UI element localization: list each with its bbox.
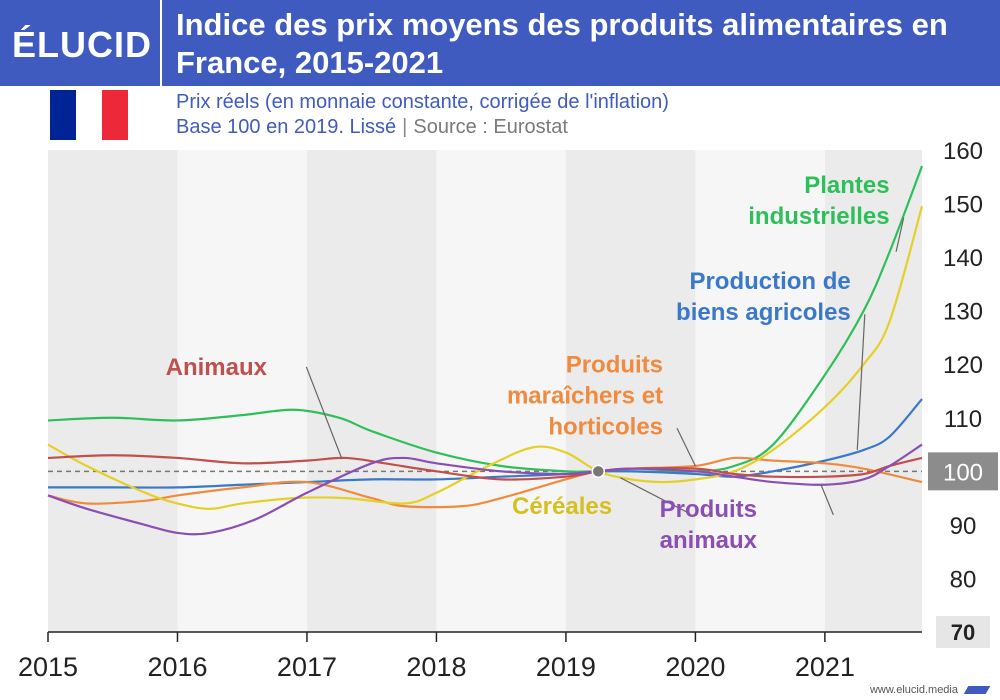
series-line-produits-animaux bbox=[47, 443, 923, 536]
footer-url: www.elucid.media bbox=[869, 684, 958, 696]
annotation-leader bbox=[820, 484, 834, 516]
flag-stripe-blue bbox=[50, 90, 76, 140]
series-label: biens agricoles bbox=[676, 299, 851, 326]
year-bands bbox=[48, 150, 922, 632]
y-tick-label: 70 bbox=[951, 620, 975, 645]
header-bar: ÉLUCID Indice des prix moyens des produi… bbox=[0, 0, 1000, 86]
y-tick-label: 160 bbox=[943, 138, 983, 165]
annotation-leader bbox=[620, 477, 688, 513]
source-separator: | bbox=[402, 116, 408, 138]
year-band bbox=[306, 150, 437, 632]
annotation-labels: Plantes industrielles Production de biens a… bbox=[166, 172, 890, 554]
series-label: Produits bbox=[566, 351, 663, 378]
flag-stripe-white bbox=[76, 90, 102, 140]
y-tick-label: 140 bbox=[943, 245, 983, 272]
y-tick-min-box bbox=[936, 616, 990, 648]
series-label: Produits bbox=[660, 496, 757, 523]
base-point-marker bbox=[591, 464, 606, 479]
y-tick-label: 100 bbox=[943, 459, 983, 486]
year-band bbox=[48, 150, 178, 632]
year-band bbox=[565, 150, 696, 632]
series-label: Plantes bbox=[804, 172, 889, 199]
annotation-leader bbox=[676, 427, 696, 467]
x-tick-label: 2020 bbox=[665, 652, 725, 682]
footer-logo-mark bbox=[963, 686, 991, 694]
series-line-animaux bbox=[47, 454, 923, 481]
series-lines bbox=[47, 165, 924, 536]
annotation-leader bbox=[305, 366, 343, 460]
x-tick-label: 2016 bbox=[147, 652, 207, 682]
y-tick-label: 110 bbox=[944, 406, 982, 433]
source-note: Source : Eurostat bbox=[413, 116, 568, 138]
subtitle-line-1: Prix réels (en monnaie constante, corrig… bbox=[176, 91, 669, 113]
year-band bbox=[695, 150, 825, 632]
series-line-produits-maraichers-et-horticoles bbox=[47, 456, 923, 509]
series-label: animaux bbox=[660, 527, 758, 554]
y-tick-label: 130 bbox=[943, 299, 983, 326]
x-tick-label: 2019 bbox=[536, 652, 596, 682]
series-label: Animaux bbox=[166, 354, 268, 381]
y-tick-highlight bbox=[928, 452, 998, 491]
year-band bbox=[436, 150, 566, 632]
series-label: industrielles bbox=[748, 203, 889, 230]
series-line-cereales bbox=[47, 205, 924, 510]
series-label: maraîchers et bbox=[507, 382, 663, 409]
annotation-leaders bbox=[305, 217, 905, 516]
year-band bbox=[177, 150, 307, 632]
y-tick-label: 80 bbox=[950, 566, 977, 593]
annotation-leader bbox=[895, 217, 905, 252]
series-label: Céréales bbox=[512, 493, 612, 520]
subtitle-line-2: Base 100 en 2019. Lissé | Source : Eurosta… bbox=[176, 115, 669, 140]
france-flag-icon bbox=[50, 90, 128, 140]
chart-title: Indice des prix moyens des produits alim… bbox=[176, 7, 948, 80]
x-tick-label: 2015 bbox=[18, 652, 78, 682]
series-line-plantes-industrielles bbox=[47, 165, 924, 473]
elucid-logo: ÉLUCID bbox=[12, 24, 152, 65]
x-tick-label: 2021 bbox=[795, 652, 855, 682]
axes: 70 80 90 100 110 120 130 140 150 160 2015 2016 2017 2… bbox=[18, 138, 998, 682]
y-tick-label: 90 bbox=[950, 513, 977, 540]
series-label: Production de bbox=[689, 268, 850, 295]
x-tick-label: 2018 bbox=[406, 652, 466, 682]
chart-subtitle: Prix réels (en monnaie constante, corrig… bbox=[176, 90, 669, 140]
annotation-leader bbox=[856, 314, 866, 450]
series-label: horticoles bbox=[548, 413, 663, 440]
y-tick-label: 150 bbox=[943, 192, 983, 219]
x-tick-label: 2017 bbox=[277, 652, 337, 682]
flag-stripe-red bbox=[102, 90, 128, 140]
header-divider bbox=[160, 0, 162, 86]
subtitle-base-note: Base 100 en 2019. Lissé bbox=[176, 116, 397, 138]
y-tick-label: 120 bbox=[943, 352, 983, 379]
